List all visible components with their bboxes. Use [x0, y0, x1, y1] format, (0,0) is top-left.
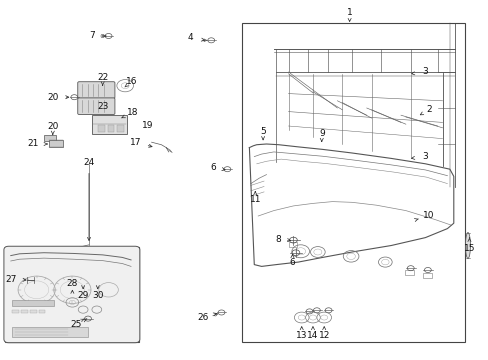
FancyBboxPatch shape [4, 246, 140, 343]
Bar [44, 135, 56, 141]
Text: 27: 27 [5, 274, 17, 284]
Text: 12: 12 [318, 331, 329, 340]
Text: 11: 11 [249, 195, 261, 204]
Text: 13: 13 [295, 331, 307, 340]
Text: 3: 3 [422, 68, 427, 77]
Text: 4: 4 [187, 33, 193, 42]
Text: 1: 1 [346, 8, 352, 17]
Text: 19: 19 [142, 122, 154, 130]
Text: 6: 6 [210, 163, 216, 172]
Text: 8: 8 [275, 235, 281, 244]
Text: 29: 29 [77, 292, 89, 300]
Text: 9: 9 [318, 129, 324, 138]
Bar [117, 125, 124, 132]
Bar [288, 242, 297, 247]
Text: 26: 26 [197, 313, 208, 322]
Text: 10: 10 [422, 211, 433, 220]
Bar [92, 115, 127, 134]
Bar [5, 247, 139, 342]
Text: 22: 22 [97, 73, 108, 82]
FancyBboxPatch shape [78, 98, 115, 114]
Text: 16: 16 [126, 77, 138, 85]
Text: 2: 2 [426, 105, 431, 114]
Text: 21: 21 [27, 139, 39, 148]
Bar [12, 327, 88, 337]
Text: 7: 7 [89, 31, 95, 40]
Text: 3: 3 [422, 152, 427, 161]
Bar [12, 310, 19, 313]
Bar [98, 125, 104, 132]
Bar [242, 23, 464, 342]
Text: 23: 23 [97, 102, 108, 112]
Text: 6: 6 [289, 258, 295, 267]
Bar [39, 310, 45, 313]
Text: 25: 25 [70, 320, 81, 329]
Text: 5: 5 [260, 127, 265, 136]
Bar [21, 310, 28, 313]
Bar [404, 270, 413, 275]
Bar [49, 140, 62, 147]
Ellipse shape [465, 233, 469, 258]
Text: 30: 30 [92, 292, 103, 300]
Text: 14: 14 [306, 331, 318, 340]
Text: 20: 20 [47, 93, 59, 102]
Text: 24: 24 [83, 158, 95, 167]
Bar [12, 300, 54, 306]
Bar [422, 273, 431, 278]
Text: 18: 18 [127, 108, 139, 117]
Text: 20: 20 [47, 122, 59, 131]
Text: 28: 28 [66, 279, 78, 288]
Bar [107, 125, 114, 132]
FancyBboxPatch shape [78, 82, 115, 98]
Text: 17: 17 [129, 138, 141, 147]
Text: 15: 15 [463, 244, 474, 253]
Bar [30, 310, 37, 313]
